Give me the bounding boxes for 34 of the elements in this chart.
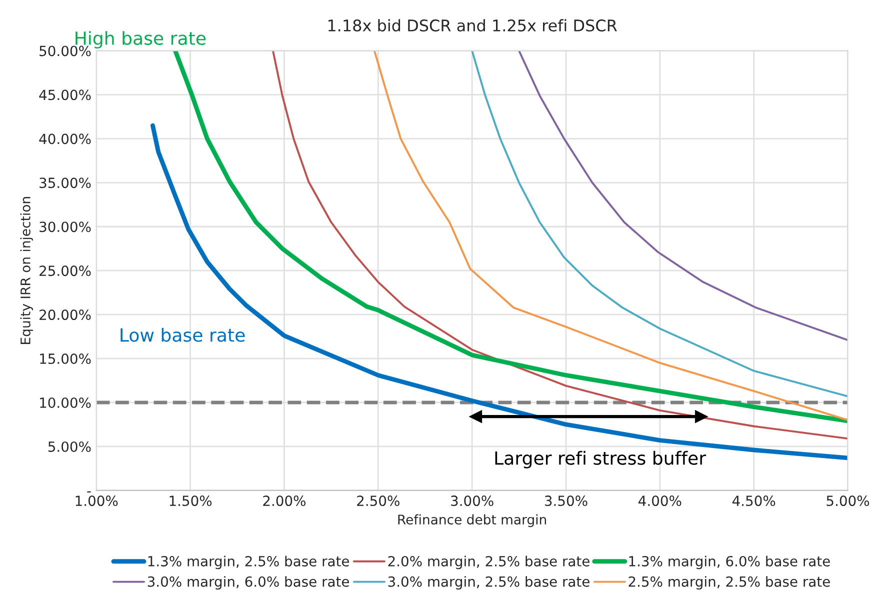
line-series <box>373 50 848 422</box>
x-tick-label: 3.00% <box>451 496 494 506</box>
y-tick-label: 10.00% <box>40 397 91 408</box>
y-tick-label: - <box>87 491 91 492</box>
x-tick-label: 2.50% <box>357 496 400 506</box>
annotation: Low base rate <box>120 328 245 342</box>
legend-label: 1.3% margin, 2.5% base rate <box>148 556 350 570</box>
x-tick-label: 3.50% <box>544 496 588 506</box>
x-tick-label: 4.00% <box>638 496 682 506</box>
legend-label: 3.0% margin, 2.5% base rate <box>388 576 590 590</box>
y-tick-label: 5.00% <box>48 441 91 452</box>
x-axis-title: Refinance debt margin <box>398 514 546 528</box>
y-tick-label: 15.00% <box>40 354 91 364</box>
y-tick-label: 20.00% <box>40 310 91 320</box>
annotation: Larger refi stress buffer <box>495 450 706 468</box>
x-tick-label: 1.50% <box>170 496 212 506</box>
legend-label: 3.0% margin, 6.0% base rate <box>148 576 350 590</box>
x-tick-label: 4.50% <box>732 496 776 506</box>
legend-label: 2.0% margin, 2.5% base rate <box>388 556 590 570</box>
x-tick-label: 1.00% <box>76 496 118 506</box>
y-axis-title: Equity IRR on injection <box>20 197 33 344</box>
legend-label: 1.3% margin, 6.0% base rate <box>629 556 830 570</box>
y-tick-label: 45.00% <box>39 90 91 100</box>
y-tick-label: 25.00% <box>40 266 91 276</box>
line-series <box>272 50 848 440</box>
chart-title: 1.18x bid DSCR and 1.25x refi DSCR <box>328 19 617 32</box>
y-tick-label: 40.00% <box>39 134 91 144</box>
line-series <box>471 50 848 398</box>
x-tick-label: 5.00% <box>826 496 870 506</box>
line-series <box>518 50 848 342</box>
y-tick-label: 30.00% <box>40 222 91 232</box>
legend-label: 2.5% margin, 2.5% base rate <box>628 576 830 590</box>
y-tick-label: 35.00% <box>40 178 91 188</box>
x-tick-label: 2.00% <box>263 496 306 506</box>
